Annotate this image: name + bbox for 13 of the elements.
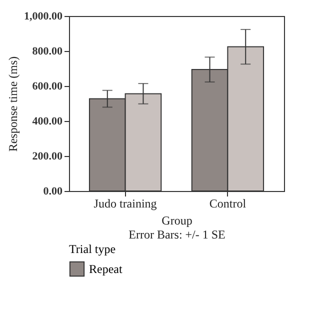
legend-title: Trial type <box>69 242 116 256</box>
y-tick-label: 400.00 <box>32 116 63 128</box>
legend-label: Repeat <box>89 262 123 276</box>
y-tick-label: 0.00 <box>43 186 63 198</box>
x-tick-label: Control <box>209 196 247 210</box>
x-tick-label: Judo training <box>94 196 157 210</box>
x-axis-title: Group <box>162 214 192 228</box>
y-tick-label: 1,000.00 <box>24 10 63 22</box>
text: Error Bars: +/- 1 SE <box>128 228 226 242</box>
y-tick-label: 200.00 <box>32 150 63 162</box>
y-axis-title: Response time (ms) <box>6 56 20 152</box>
y-tick-label: 800.00 <box>32 46 63 58</box>
y-tick-label: 600.00 <box>32 80 63 92</box>
